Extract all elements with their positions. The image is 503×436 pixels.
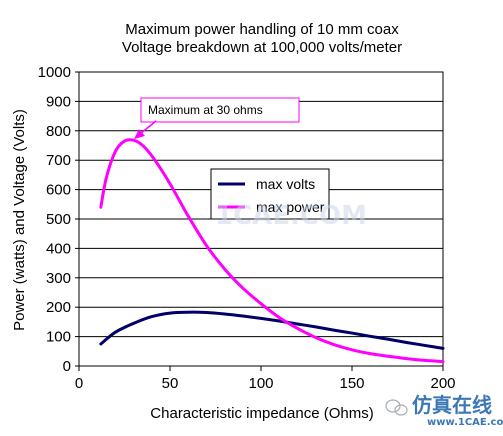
- axes: [75, 71, 444, 371]
- watermark-brand: 仿真在线: [412, 393, 492, 417]
- x-tick-label: 50: [162, 375, 179, 392]
- x-axis-label: Characteristic impedance (Ohms): [150, 405, 373, 422]
- watermark-center-text: 1CAE.COM: [215, 201, 367, 231]
- y-tick-label: 400: [46, 240, 71, 257]
- y-tick-label: 300: [46, 270, 71, 287]
- annotation-arrow-head: [134, 129, 145, 139]
- watermark-url: www.1CAE.com: [427, 417, 503, 428]
- y-tick-label: 100: [46, 329, 71, 346]
- chart-subtitle: Voltage breakdown at 100,000 volts/meter: [122, 39, 402, 56]
- series-line-max-power: [99, 138, 445, 364]
- x-tick-label: 0: [75, 375, 83, 392]
- series-lines: [99, 138, 445, 364]
- y-tick-label: 600: [46, 182, 71, 199]
- annotation-text: Maximum at 30 ohms: [148, 103, 263, 117]
- legend-label-max-volts: max volts: [256, 176, 315, 192]
- y-tick-label: 700: [46, 152, 71, 169]
- legend-label-max-power: max power: [256, 199, 325, 215]
- y-tick-label: 900: [46, 93, 71, 110]
- y-tick-label: 500: [46, 211, 71, 228]
- y-tick-label: 1000: [38, 64, 71, 81]
- legend-box: [210, 168, 330, 220]
- y-tick-label: 0: [63, 358, 71, 375]
- legend: max volts max power: [210, 168, 330, 220]
- watermark: 1CAE.COM 仿真在线 www.1CAE.com: [215, 201, 503, 428]
- y-tick-label: 800: [46, 123, 71, 140]
- x-tick-label: 200: [430, 375, 455, 392]
- y-axis-label: Power (watts) and Voltage (Volts): [11, 109, 28, 331]
- x-tick-label: 150: [339, 375, 364, 392]
- x-tick-label: 100: [248, 375, 273, 392]
- annotation-arrow: [139, 120, 157, 135]
- chart-title: Maximum power handling of 10 mm coax: [125, 21, 399, 38]
- series-line-max-volts: [99, 310, 445, 350]
- annotation: Maximum at 30 ohms: [134, 97, 300, 139]
- y-tick-label: 200: [46, 299, 71, 316]
- tick-labels: 0 100 200 300 400 500 600 700 800 900 1000 0 50 100 15…: [38, 64, 456, 392]
- watermark-wechat-icon: [385, 399, 408, 416]
- annotation-box: [140, 97, 300, 123]
